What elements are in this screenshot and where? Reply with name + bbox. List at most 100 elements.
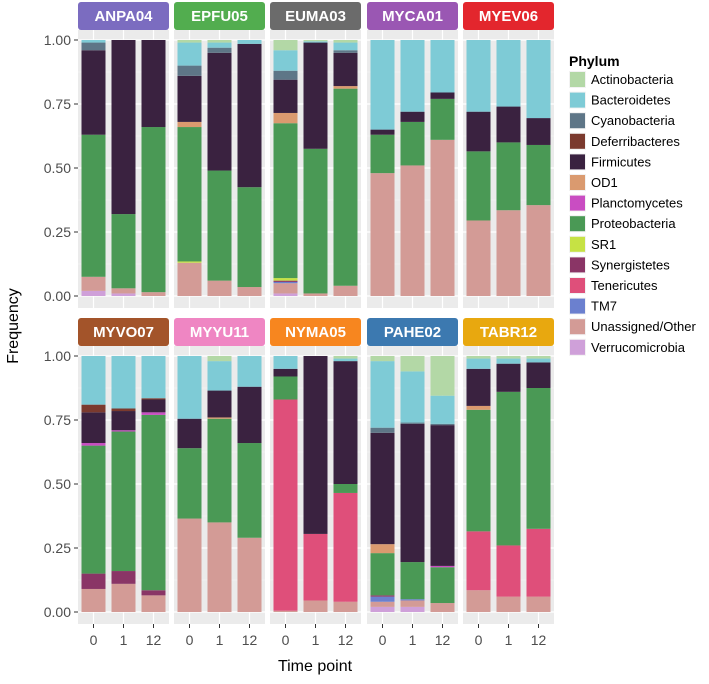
bar-segment-planctomycetes (430, 565, 455, 568)
bar-segment-firmicutes (526, 118, 551, 145)
y-tick-label: 0.50 (44, 476, 71, 492)
bar-segment-firmicutes (111, 411, 136, 431)
panel-EPFU05: EPFU05 (174, 2, 265, 308)
bar-segment-actinobacteria (333, 40, 358, 43)
x-axis-title: Time point (278, 658, 353, 675)
bar-segment-sr1 (273, 278, 298, 281)
bar-segment-bacteroidetes (430, 40, 455, 93)
bar-segment-proteobacteria (207, 418, 232, 523)
bar-segment-bacteroidetes (466, 40, 491, 112)
bar-segment-deferribacteres (141, 398, 166, 400)
x-tick-label: 1 (505, 632, 513, 648)
panel-TABR12: TABR12 (463, 318, 554, 624)
bar-segment-unassigned-other (400, 600, 425, 607)
legend-swatch (570, 154, 585, 170)
bar-segment-actinobacteria (430, 356, 455, 396)
bar-segment-proteobacteria (141, 414, 166, 591)
bar-segment-tenericutes (526, 528, 551, 597)
bar-segment-firmicutes (237, 386, 262, 444)
bar-segment-firmicutes (370, 129, 395, 135)
legend-swatch (570, 113, 585, 129)
x-tick-label: 0 (186, 632, 194, 648)
legend-label: Synergistetes (591, 257, 670, 272)
facet-label: MYYU11 (190, 324, 249, 341)
bar-segment-proteobacteria (81, 445, 106, 574)
bar-segment-firmicutes (466, 368, 491, 406)
bar-segment-unassigned-other (141, 595, 166, 612)
bar-segment-bacteroidetes (177, 42, 202, 66)
facet-label: PAHE02 (384, 324, 441, 341)
panel-MYEV06: MYEV06 (463, 2, 554, 308)
bar-segment-bacteroidetes (526, 40, 551, 119)
x-tick-label: 12 (242, 632, 258, 648)
bar-segment-proteobacteria (141, 127, 166, 293)
bar-segment-unassigned-other (496, 596, 521, 612)
bar-segment-bacteroidetes (333, 358, 358, 362)
bar-segment-unassigned-other (237, 287, 262, 296)
bar-segment-bacteroidetes (111, 356, 136, 409)
bar-segment-unassigned-other (273, 283, 298, 294)
bar-segment-cyanobacteria (177, 65, 202, 76)
facet-label: MYCA01 (382, 8, 443, 25)
bar-PAHE02-12 (430, 356, 455, 612)
legend: Phylum Actinobacteria Bacteroidetes Cyanob… (569, 53, 696, 356)
bar-segment-verrucomicrobia (400, 606, 425, 612)
bar-segment-bacteroidetes (400, 40, 425, 112)
facet-strip-NYMA05 (270, 318, 361, 346)
panel-PAHE02: PAHE02 (367, 318, 458, 624)
bar-segment-deferribacteres (81, 404, 106, 413)
bar-TABR12-1 (496, 356, 521, 612)
bar-segment-unassigned-other (370, 173, 395, 296)
bar-segment-verrucomicrobia (273, 293, 298, 296)
bar-segment-synergistetes (111, 571, 136, 584)
facet-strip-MYVO07 (78, 318, 169, 346)
bar-EPFU05-1 (207, 40, 232, 296)
bar-segment-firmicutes (303, 356, 328, 534)
bar-segment-bacteroidetes (81, 356, 106, 405)
bar-segment-proteobacteria (333, 484, 358, 493)
bar-segment-proteobacteria (177, 127, 202, 262)
bar-segment-firmicutes (237, 43, 262, 188)
x-tick-label: 12 (338, 632, 354, 648)
bar-segment-proteobacteria (370, 134, 395, 174)
panel-NYMA05: NYMA05 (270, 318, 361, 624)
bar-EPFU05-0 (177, 40, 202, 296)
bar-MYVO07-12 (141, 356, 166, 612)
legend-swatch (570, 257, 585, 273)
bar-segment-cyanobacteria (333, 50, 358, 53)
bar-segment-proteobacteria (303, 148, 328, 294)
bar-NYMA05-1 (303, 356, 328, 612)
x-tick-label: 1 (312, 632, 320, 648)
bar-EPFU05-12 (237, 40, 262, 296)
legend-swatch (570, 195, 585, 211)
bar-EUMA03-12 (333, 40, 358, 296)
bar-segment-proteobacteria (273, 376, 298, 400)
bar-segment-actinobacteria (370, 356, 395, 362)
legend-swatch (570, 92, 585, 108)
x-tick-label: 0 (379, 632, 387, 648)
bar-segment-planctomycetes (81, 443, 106, 446)
bar-segment-bacteroidetes (526, 358, 551, 363)
bar-segment-unassigned-other (207, 280, 232, 296)
y-tick-label: 0.50 (44, 160, 71, 176)
bar-segment-synergistetes (141, 590, 166, 596)
legend-label: Deferribacteres (591, 134, 680, 149)
bar-segment-tm7 (273, 281, 298, 284)
bar-segment-bacteroidetes (207, 361, 232, 391)
bar-segment-unassigned-other (177, 262, 202, 296)
bar-segment-sr1 (177, 261, 202, 263)
panel-MYCA01: MYCA01 (367, 2, 458, 308)
bar-segment-bacteroidetes (141, 356, 166, 399)
legend-title: Phylum (569, 53, 620, 69)
bar-PAHE02-1 (400, 356, 425, 612)
bar-segment-proteobacteria (496, 142, 521, 211)
bar-segment-firmicutes (177, 418, 202, 449)
panel-MYVO07: MYVO07 (78, 318, 169, 624)
bar-MYVO07-1 (111, 356, 136, 612)
bar-segment-od1 (177, 121, 202, 128)
facet-panels: ANPA04 EPFU05 EUMA03 MYCA01 MYEV06 MYVO07 MYYU… (78, 2, 554, 624)
bar-segment-firmicutes (430, 92, 455, 99)
bar-segment-synergistetes (273, 280, 298, 282)
legend-swatch (570, 175, 585, 190)
bar-segment-proteobacteria (177, 448, 202, 519)
